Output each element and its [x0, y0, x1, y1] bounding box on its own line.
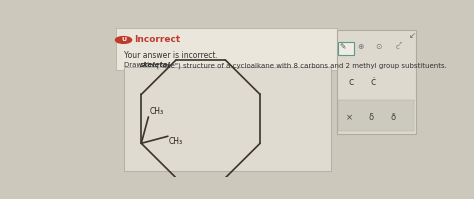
Text: Incorrect: Incorrect: [134, 35, 180, 44]
Text: skeletal: skeletal: [140, 62, 171, 68]
Text: CH₃: CH₃: [149, 107, 164, 116]
Text: ↗: ↗: [398, 41, 402, 46]
Circle shape: [116, 37, 132, 43]
FancyBboxPatch shape: [124, 67, 331, 171]
Text: Draw the: Draw the: [124, 62, 158, 68]
FancyBboxPatch shape: [337, 30, 416, 134]
FancyBboxPatch shape: [337, 42, 354, 55]
Text: CH₃: CH₃: [169, 137, 183, 146]
Text: δ: δ: [369, 113, 374, 122]
Text: Your answer is incorrect.: Your answer is incorrect.: [124, 51, 218, 60]
Text: ✎: ✎: [339, 42, 345, 51]
FancyBboxPatch shape: [337, 100, 414, 131]
Text: ("line") structure of a cycloalkane with 8 carbons and 2 methyl group substituen: ("line") structure of a cycloalkane with…: [154, 62, 447, 68]
Text: ð: ð: [391, 113, 396, 122]
Text: c: c: [395, 44, 399, 50]
Text: ċ: ċ: [371, 77, 376, 87]
Text: ⊙: ⊙: [376, 42, 382, 51]
Text: c: c: [348, 77, 354, 87]
FancyBboxPatch shape: [116, 28, 337, 70]
Text: U: U: [121, 37, 126, 42]
Text: ×: ×: [346, 113, 353, 122]
Text: ⊕: ⊕: [357, 42, 364, 51]
Text: ↙: ↙: [409, 32, 415, 41]
